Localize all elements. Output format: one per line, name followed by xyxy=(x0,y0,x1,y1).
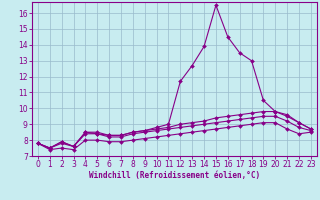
X-axis label: Windchill (Refroidissement éolien,°C): Windchill (Refroidissement éolien,°C) xyxy=(89,171,260,180)
